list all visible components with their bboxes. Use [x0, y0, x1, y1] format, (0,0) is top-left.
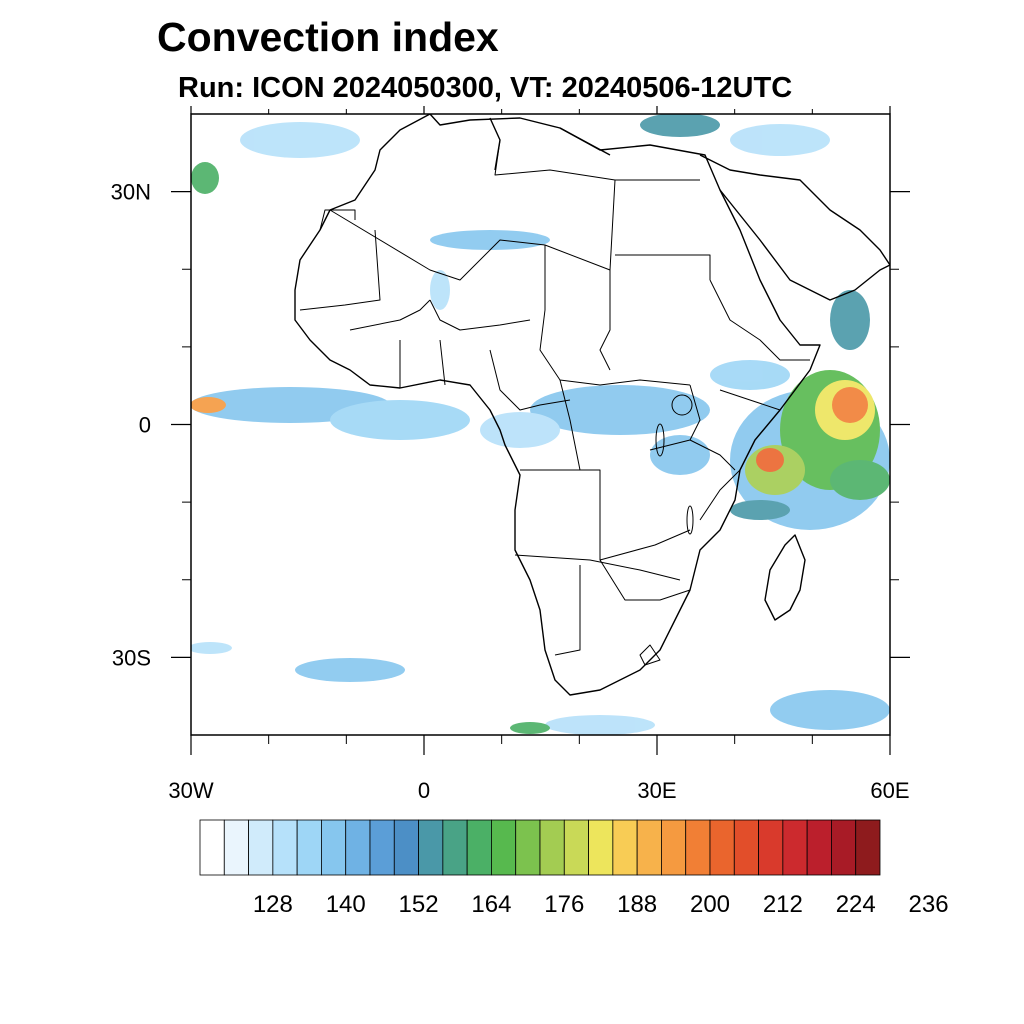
- lon-tick-label: 60E: [870, 778, 909, 803]
- colorbar-swatch: [369, 819, 395, 876]
- colorbar-swatch: [223, 819, 249, 876]
- colorbar-swatch: [442, 819, 468, 876]
- colorbar: 128 140 152 164 176 188 200 212 224 236: [199, 819, 949, 918]
- colorbar-swatch: [733, 819, 759, 876]
- colorbar-swatch: [345, 819, 371, 876]
- colorbar-swatch: [782, 819, 808, 876]
- colorbar-swatch: [272, 819, 298, 876]
- colorbar-swatch: [563, 819, 589, 876]
- lakes: [655, 394, 694, 535]
- colorbar-label: 224: [836, 891, 876, 918]
- colorbar-swatch: [466, 819, 492, 876]
- colorbar-swatch: [612, 819, 638, 876]
- colorbar-swatch: [515, 819, 541, 876]
- lat-tick-label: 0: [139, 413, 151, 438]
- colorbar-swatch: [248, 819, 274, 876]
- colorbar-swatch: [199, 819, 225, 876]
- lon-tick-label: 30W: [168, 778, 213, 803]
- axis-ticks: [171, 106, 910, 755]
- convection-field: [191, 114, 890, 735]
- colorbar-swatch: [758, 819, 784, 876]
- axis-labels: 30W 0 30E 60E 30N 0 30S: [111, 180, 910, 803]
- colorbar-label: 200: [690, 891, 730, 918]
- colorbar-swatch: [393, 819, 419, 876]
- coastlines: [294, 114, 890, 696]
- colorbar-swatch: [831, 819, 857, 876]
- colorbar-label: 212: [763, 891, 803, 918]
- colorbar-swatch: [296, 819, 322, 876]
- lat-tick-label: 30S: [112, 645, 151, 670]
- colorbar-swatch: [418, 819, 444, 876]
- colorbar-label: 140: [326, 891, 366, 918]
- colorbar-swatch: [661, 819, 687, 876]
- colorbar-label: 236: [909, 891, 949, 918]
- colorbar-swatch: [491, 819, 517, 876]
- colorbar-swatch: [636, 819, 662, 876]
- colorbar-swatch: [321, 819, 347, 876]
- chart-title: Convection index: [157, 14, 499, 60]
- colorbar-label: 152: [399, 891, 439, 918]
- colorbar-swatch: [806, 819, 832, 876]
- colorbar-label: 164: [471, 891, 511, 918]
- colorbar-label: 176: [544, 891, 584, 918]
- lat-tick-label: 30N: [111, 180, 151, 205]
- colorbar-label: 128: [253, 891, 293, 918]
- colorbar-swatch: [539, 819, 565, 876]
- chart-subtitle: Run: ICON 2024050300, VT: 20240506-12UTC: [178, 72, 793, 104]
- lon-tick-label: 30E: [637, 778, 676, 803]
- lon-tick-label: 0: [418, 778, 430, 803]
- colorbar-swatch: [855, 819, 881, 876]
- colorbar-swatch: [685, 819, 711, 876]
- colorbar-swatch: [709, 819, 735, 876]
- colorbar-label: 188: [617, 891, 657, 918]
- colorbar-swatch: [588, 819, 614, 876]
- country-borders: [299, 139, 810, 666]
